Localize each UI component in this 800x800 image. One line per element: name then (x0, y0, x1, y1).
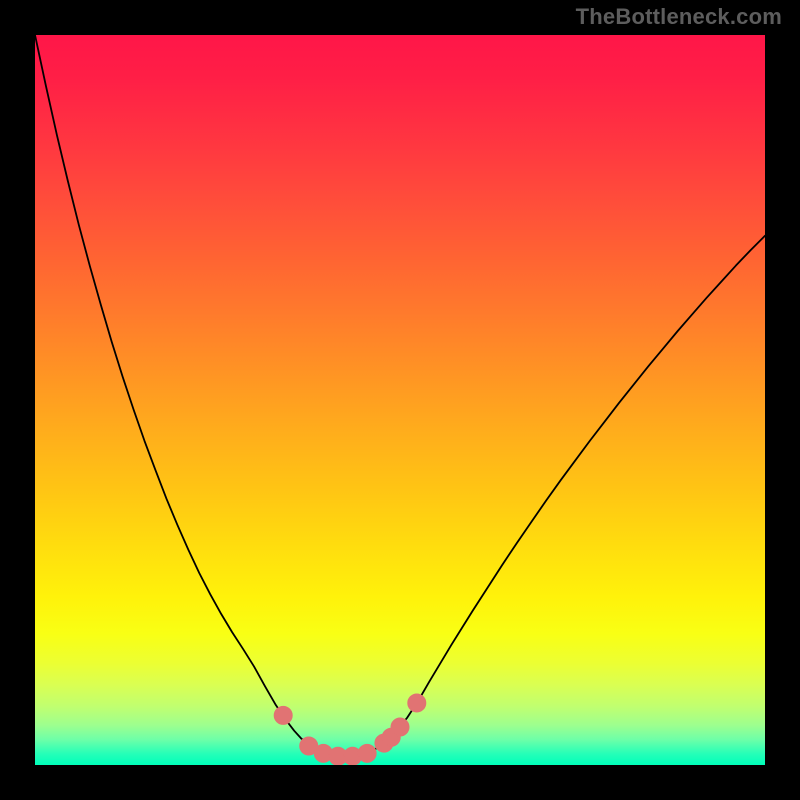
data-markers (35, 35, 765, 765)
plot-area (35, 35, 765, 765)
watermark-text: TheBottleneck.com (576, 4, 782, 30)
data-point-marker (391, 718, 409, 736)
data-point-marker (408, 694, 426, 712)
data-point-marker (274, 706, 292, 724)
data-point-marker (358, 744, 376, 762)
